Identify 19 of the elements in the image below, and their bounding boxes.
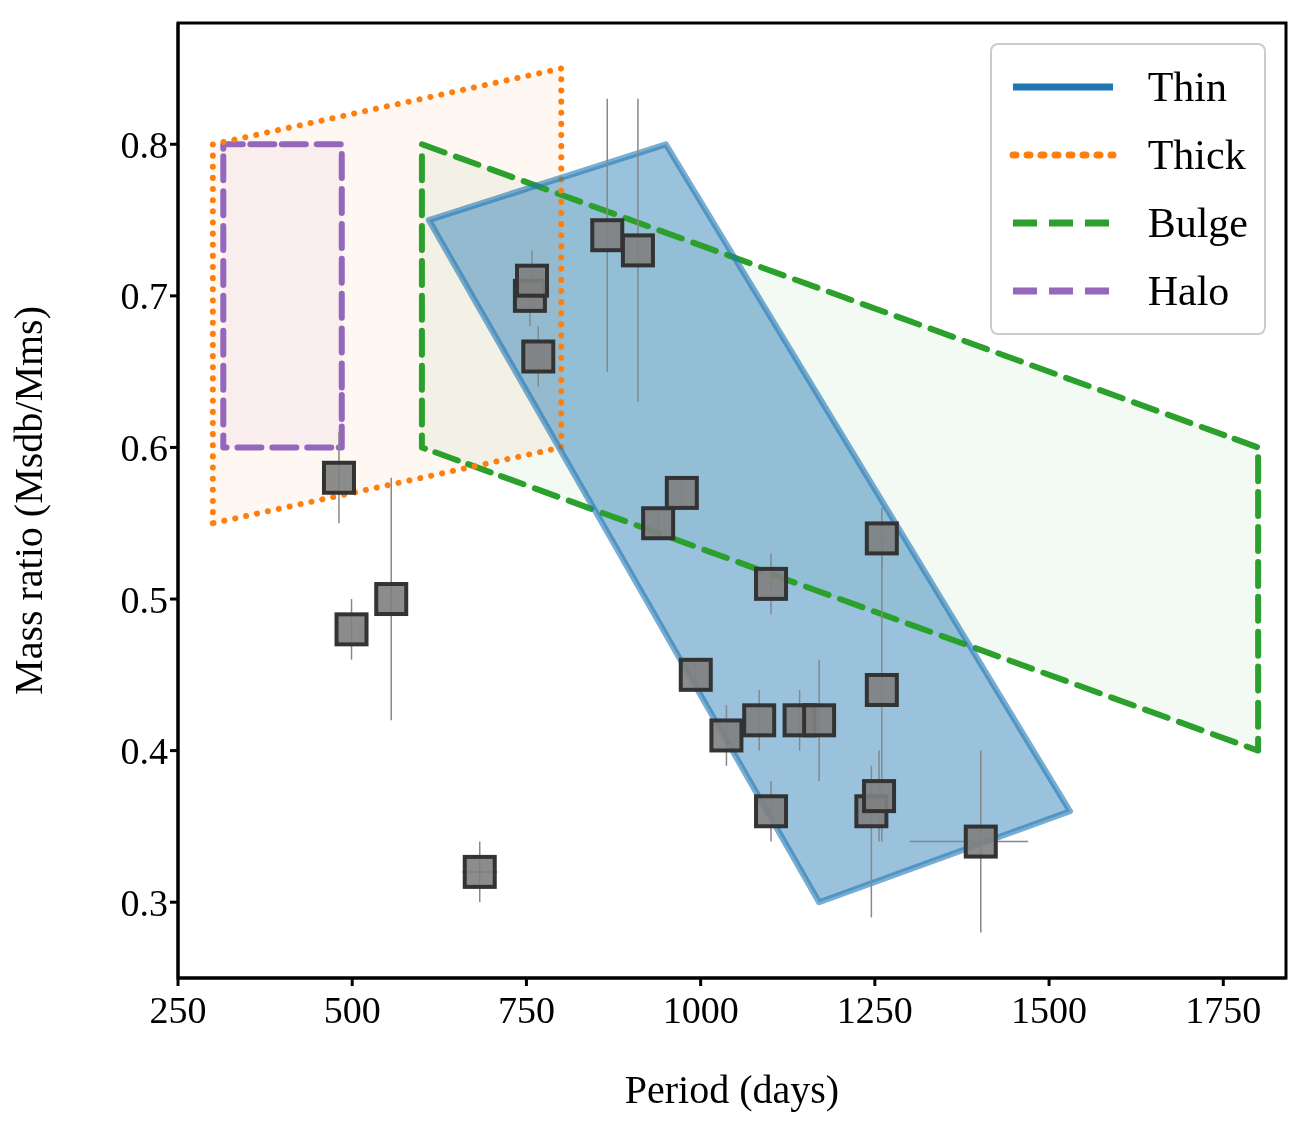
legend-label: Halo xyxy=(1147,267,1230,315)
y-tick-label: 0.8 xyxy=(120,123,168,166)
y-tick-label: 0.7 xyxy=(120,275,168,318)
y-axis-title: Mass ratio (Msdb/Mms) xyxy=(6,306,52,695)
x-tick-label: 1250 xyxy=(836,988,913,1031)
x-tick-label: 500 xyxy=(323,988,381,1031)
y-tick-label: 0.3 xyxy=(120,881,168,924)
x-tick-label: 250 xyxy=(149,988,207,1031)
y-tick-label: 0.6 xyxy=(120,426,168,469)
legend-label: Thin xyxy=(1147,63,1227,111)
y-tick-label: 0.4 xyxy=(120,730,168,773)
legend-label: Bulge xyxy=(1147,199,1248,247)
x-tick-label: 1000 xyxy=(662,988,739,1031)
x-axis-title: Period (days) xyxy=(624,1067,840,1112)
x-tick-label: 1500 xyxy=(1011,988,1088,1031)
x-tick-label: 1750 xyxy=(1185,988,1262,1031)
legend-label: Thick xyxy=(1147,131,1246,179)
y-tick-label: 0.5 xyxy=(120,578,168,621)
x-tick-label: 750 xyxy=(497,988,555,1031)
